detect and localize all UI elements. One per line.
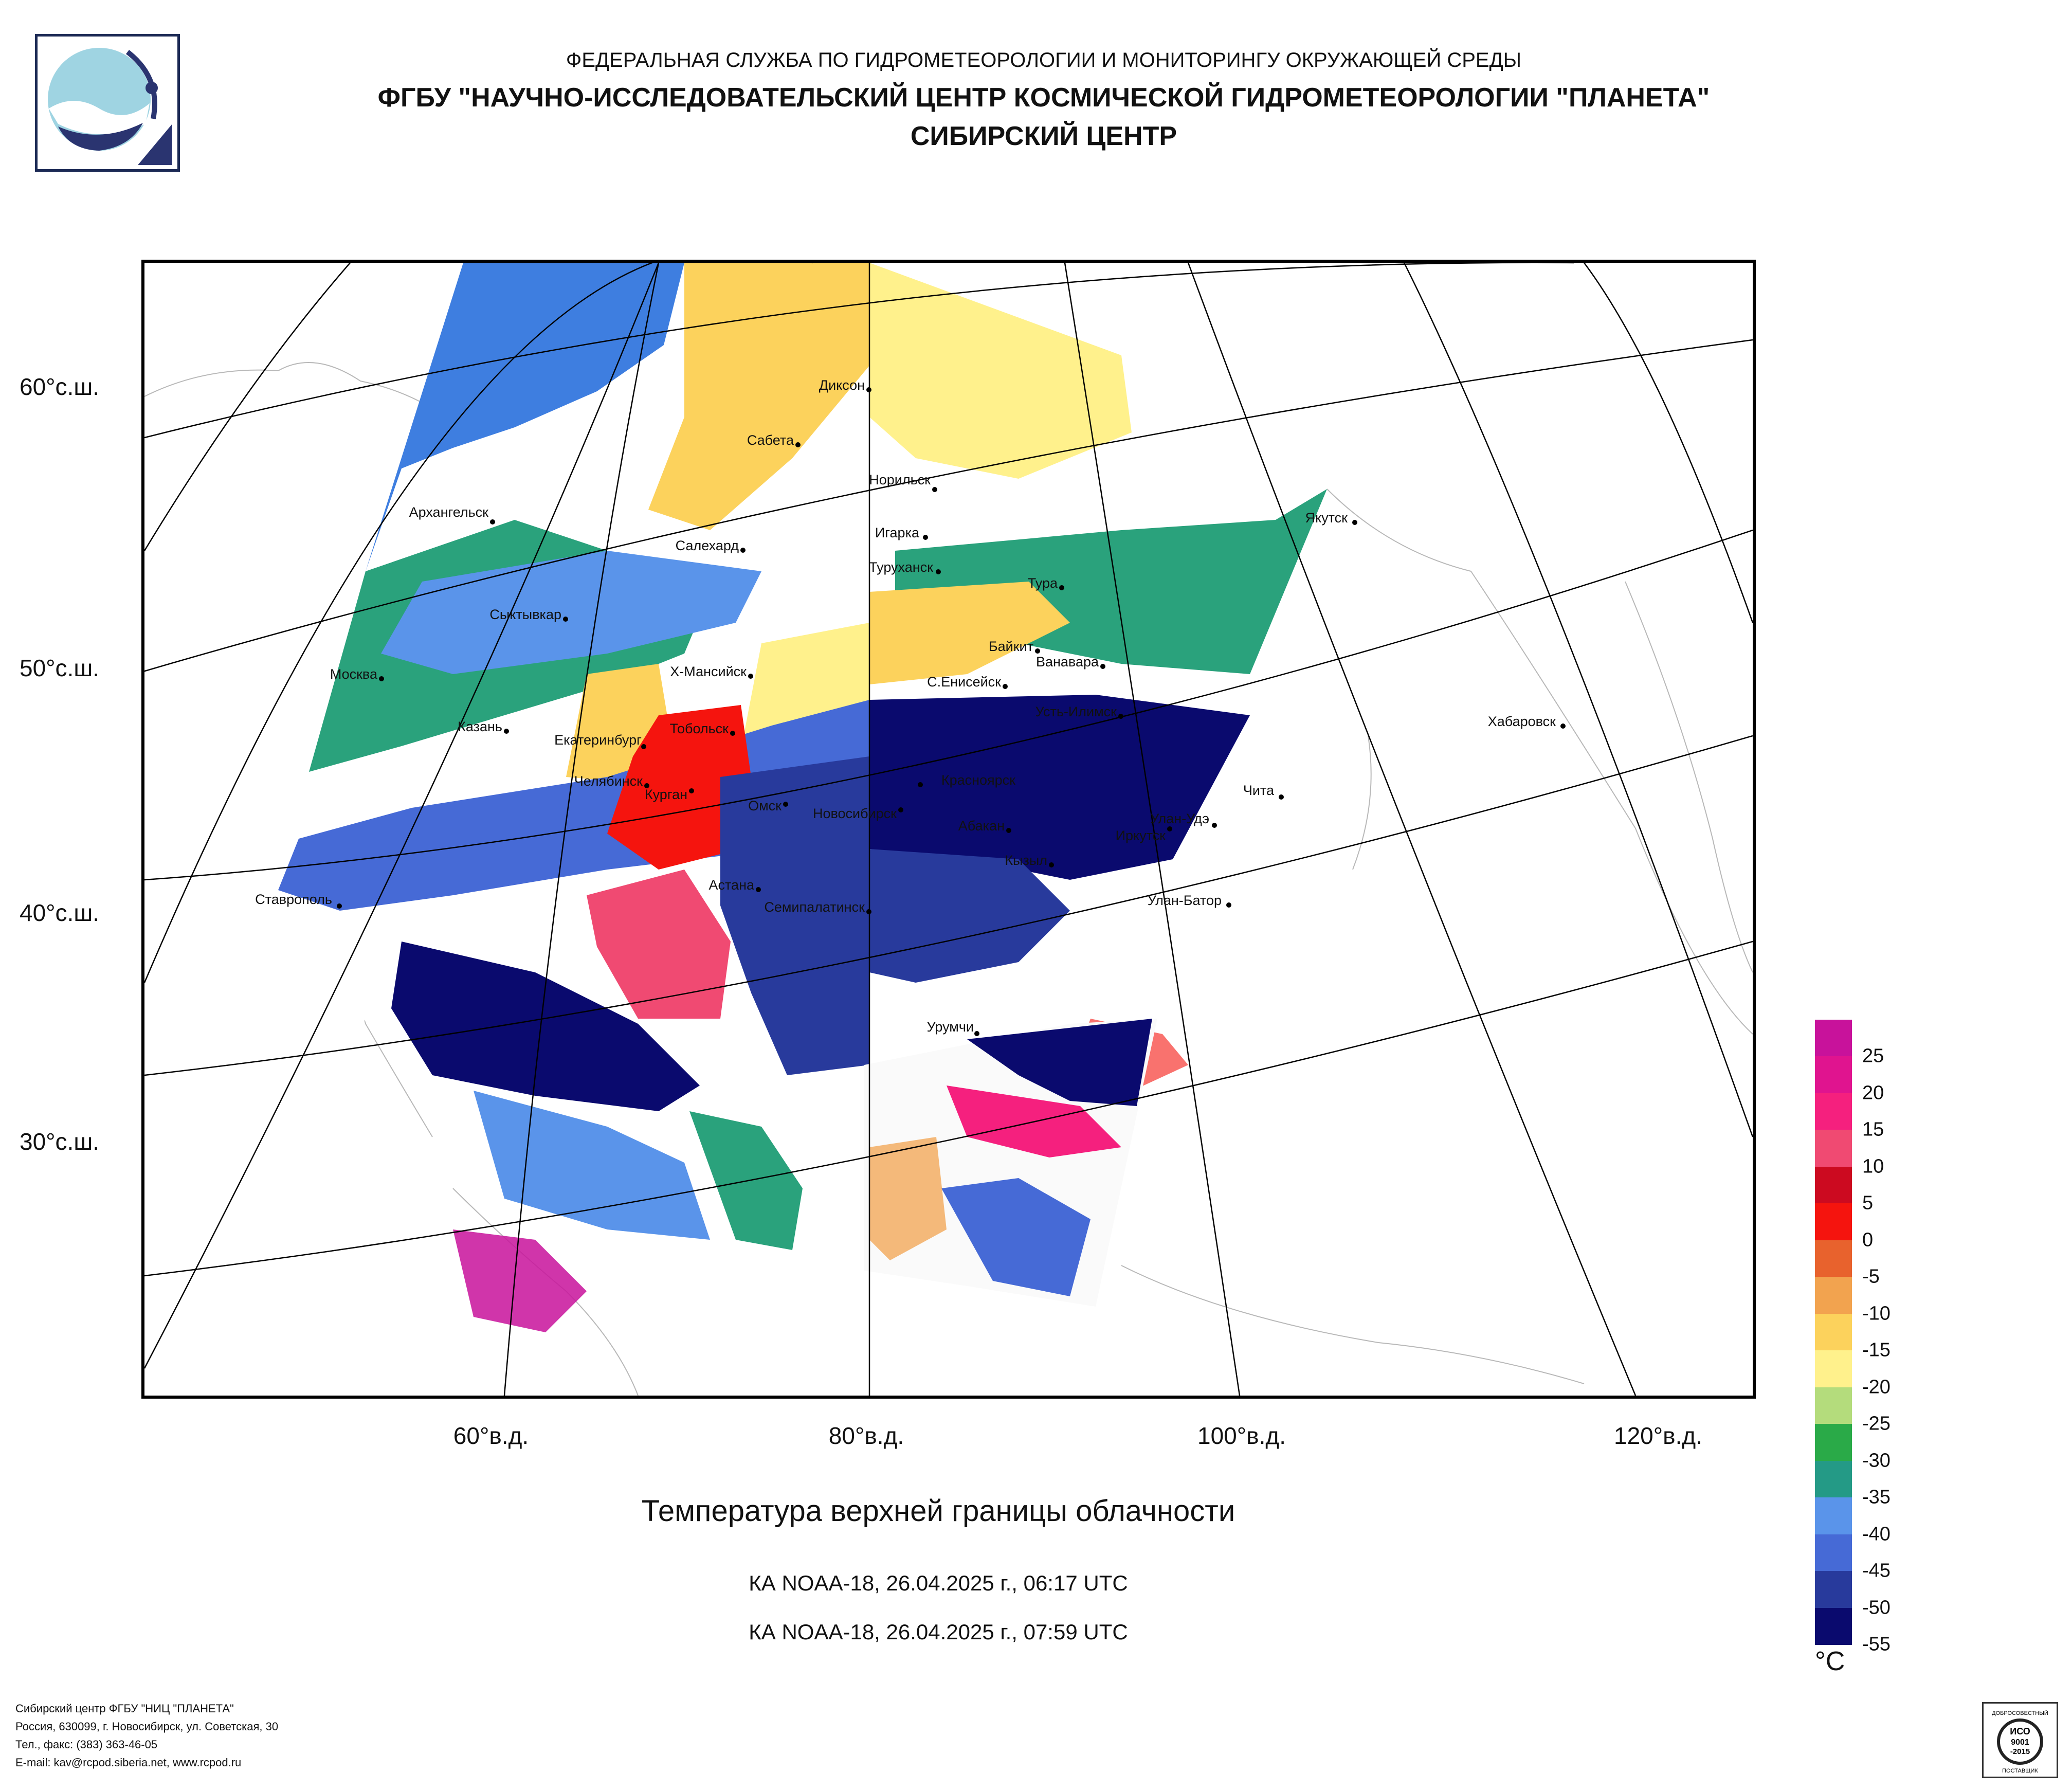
legend-tick-label: 10 bbox=[1862, 1155, 1884, 1178]
lon-label-80: 80°в.д. bbox=[828, 1422, 904, 1449]
footer-address: Россия, 630099, г. Новосибирск, ул. Сове… bbox=[15, 1720, 279, 1733]
legend-tick-label: 5 bbox=[1862, 1192, 1874, 1214]
legend-tick-label: -25 bbox=[1862, 1413, 1891, 1435]
svg-text:9001: 9001 bbox=[2011, 1738, 2029, 1747]
footer-email: E-mail: kav@rcpod.siberia.net, www.rcpod… bbox=[15, 1756, 242, 1769]
legend-tick-label: 0 bbox=[1862, 1229, 1874, 1251]
institute-name: ФГБУ "НАУЧНО-ИССЛЕДОВАТЕЛЬСКИЙ ЦЕНТР КОС… bbox=[377, 83, 1710, 113]
map-title: Температура верхней границы облачности bbox=[641, 1494, 1235, 1528]
legend-tick-label: -15 bbox=[1862, 1339, 1891, 1361]
satellite-pass-1: КА NOAA-18, 26.04.2025 г., 06:17 UTC bbox=[749, 1571, 1128, 1595]
legend-swatch bbox=[1815, 1130, 1852, 1167]
header: ФЕДЕРАЛЬНАЯ СЛУЖБА ПО ГИДРОМЕТЕОРОЛОГИИ … bbox=[0, 0, 2072, 185]
legend-tick-label: 25 bbox=[1862, 1045, 1884, 1067]
satellite-map bbox=[144, 263, 1753, 1396]
legend-tick-label: 20 bbox=[1862, 1082, 1884, 1104]
legend-swatch bbox=[1815, 1571, 1852, 1608]
lat-label-30: 30°с.ш. bbox=[20, 1128, 100, 1155]
legend-tick-label: -45 bbox=[1862, 1560, 1891, 1582]
legend-swatch bbox=[1815, 1497, 1852, 1535]
legend-swatch bbox=[1815, 1203, 1852, 1241]
legend-swatch bbox=[1815, 1277, 1852, 1314]
legend-swatch bbox=[1815, 1607, 1852, 1645]
temperature-legend: 25 20 15 10 5 0 -5 -10 -15 -20 -25 -30 -35 -40 -45 -50 -… bbox=[1815, 1020, 1969, 1676]
legend-swatch bbox=[1815, 1350, 1852, 1388]
legend-tick-label: -40 bbox=[1862, 1523, 1891, 1545]
agency-name: ФЕДЕРАЛЬНАЯ СЛУЖБА ПО ГИДРОМЕТЕОРОЛОГИИ … bbox=[566, 49, 1522, 71]
graticule bbox=[144, 263, 1753, 1396]
lon-label-60: 60°в.д. bbox=[453, 1422, 529, 1449]
svg-text:-2015: -2015 bbox=[2010, 1747, 2030, 1756]
legend-swatch bbox=[1815, 1534, 1852, 1572]
legend-tick-label: 15 bbox=[1862, 1118, 1884, 1141]
legend-swatch bbox=[1815, 1313, 1852, 1351]
svg-text:ИСО: ИСО bbox=[2010, 1726, 2030, 1736]
legend-swatch bbox=[1815, 1240, 1852, 1278]
legend-tick-label: -5 bbox=[1862, 1265, 1880, 1288]
satellite-swath-south bbox=[864, 1019, 1157, 1307]
lat-label-60: 60°с.ш. bbox=[20, 373, 100, 400]
legend-unit: °С bbox=[1815, 1647, 1845, 1676]
svg-text:ПОСТАВЩИК: ПОСТАВЩИК bbox=[2002, 1768, 2038, 1774]
lat-label-50: 50°с.ш. bbox=[20, 655, 100, 681]
svg-text:ДОБРОСОВЕСТНЫЙ: ДОБРОСОВЕСТНЫЙ bbox=[1992, 1710, 2048, 1716]
legend-tick-label: -55 bbox=[1862, 1633, 1891, 1655]
legend-swatch bbox=[1815, 1387, 1852, 1425]
legend-swatch bbox=[1815, 1056, 1852, 1094]
legend-color-bar bbox=[1815, 1020, 1852, 1645]
legend-tick-label: -30 bbox=[1862, 1450, 1891, 1472]
footer-org: Сибирский центр ФГБУ "НИЦ "ПЛАНЕТА" bbox=[15, 1702, 234, 1715]
planeta-logo bbox=[35, 34, 180, 172]
legend-swatch bbox=[1815, 1166, 1852, 1204]
satellite-pass-2: КА NOAA-18, 26.04.2025 г., 07:59 UTC bbox=[749, 1620, 1128, 1644]
footer-phone: Тел., факс: (383) 363-46-05 bbox=[15, 1738, 158, 1751]
map-frame bbox=[141, 260, 1756, 1399]
legend-swatch bbox=[1815, 1424, 1852, 1461]
legend-tick-label: -20 bbox=[1862, 1376, 1891, 1398]
lon-label-100: 100°в.д. bbox=[1197, 1422, 1286, 1449]
legend-swatch bbox=[1815, 1093, 1852, 1131]
center-name: СИБИРСКИЙ ЦЕНТР bbox=[910, 121, 1177, 151]
legend-swatch bbox=[1815, 1460, 1852, 1498]
legend-tick-label: -10 bbox=[1862, 1302, 1891, 1325]
lat-label-40: 40°с.ш. bbox=[20, 899, 100, 926]
footer-contacts: Сибирский центр ФГБУ "НИЦ "ПЛАНЕТА" Росс… bbox=[15, 1699, 278, 1771]
satellite-swath-west bbox=[227, 263, 869, 1396]
iso-certificate-badge: ДОБРОСОВЕСТНЫЙ ИСО 9001 -2015 ПОСТАВЩИК bbox=[1982, 1702, 2058, 1778]
legend-swatch bbox=[1815, 1020, 1852, 1057]
lon-label-120: 120°в.д. bbox=[1614, 1422, 1702, 1449]
legend-tick-label: -35 bbox=[1862, 1486, 1891, 1508]
legend-tick-label: -50 bbox=[1862, 1597, 1891, 1619]
